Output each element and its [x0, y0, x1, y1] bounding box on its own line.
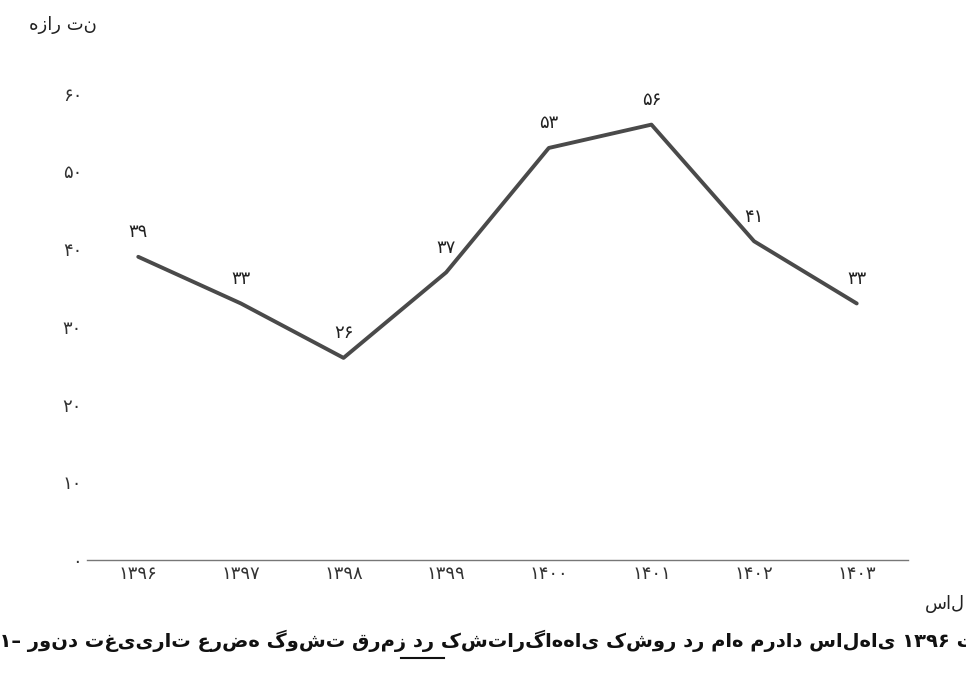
Text: شکل ۱– روند تغییرات عرضه گوشت قرمز در کشتارگاه‌های کشور در ماه مرداد سال‌های ۱۳۹: شکل ۱– روند تغییرات عرضه گوشت قرمز در کش…: [0, 630, 966, 652]
Text: ۳۷: ۳۷: [437, 239, 456, 257]
Text: سال: سال: [924, 596, 965, 613]
Text: ۵۳: ۵۳: [539, 114, 558, 133]
Text: ۳۹: ۳۹: [128, 223, 148, 241]
Text: هزار تن: هزار تن: [30, 16, 98, 34]
Text: ۳۳: ۳۳: [231, 270, 250, 288]
Text: ۲۶: ۲۶: [334, 324, 354, 342]
Text: ۵۶: ۵۶: [641, 91, 661, 109]
Text: ۳۳: ۳۳: [847, 270, 867, 288]
Text: ۴۱: ۴۱: [745, 208, 764, 225]
